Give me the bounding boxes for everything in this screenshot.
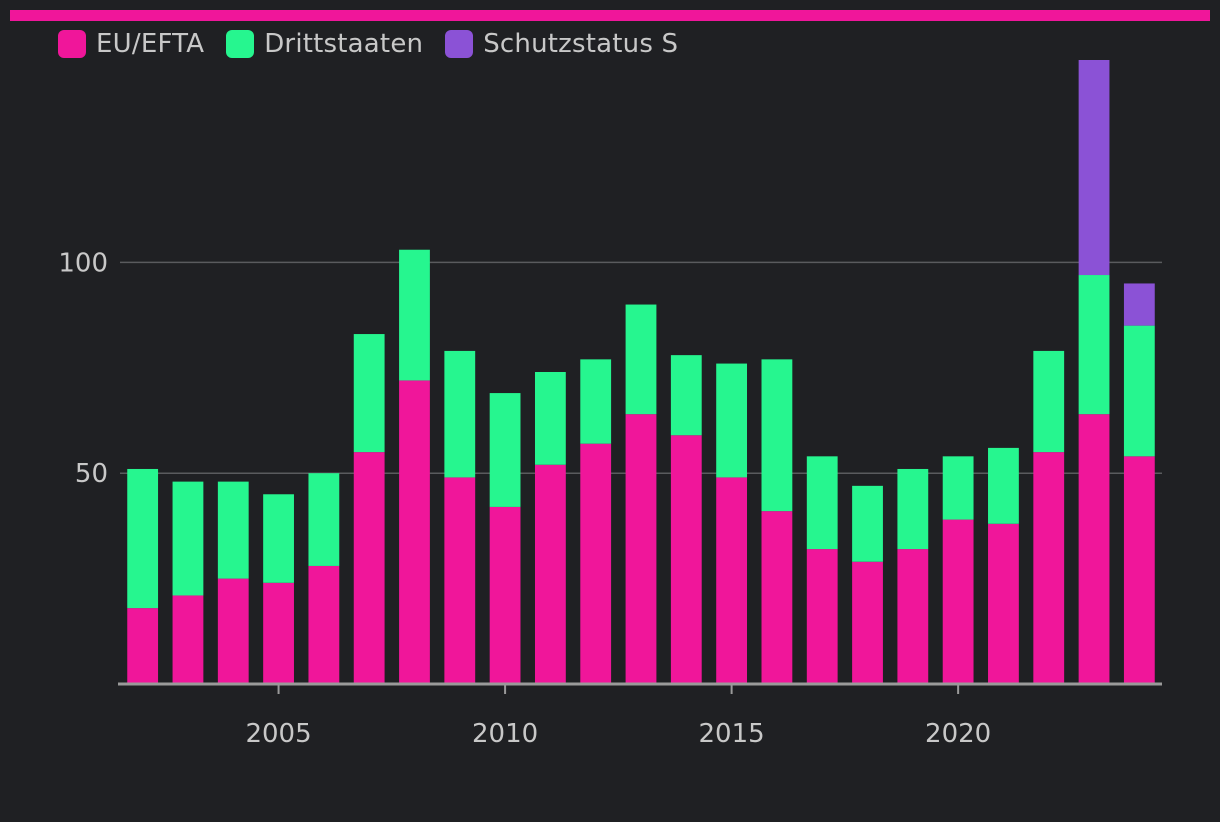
bar-eu-efta-2023 [1078,414,1110,684]
y-tick-label: 100 [58,248,108,278]
bar-eu-efta-2013 [625,414,657,684]
bar-drittstaaten-2009 [444,350,476,478]
bar-drittstaaten-2003 [172,481,204,596]
legend-item-drittstaaten[interactable]: Drittstaaten [226,29,423,59]
legend-swatch-eu-efta [58,30,86,58]
bar-drittstaaten-2024 [1123,325,1155,457]
bar-eu-efta-2024 [1123,456,1155,684]
y-tick-label: 50 [75,459,108,489]
bar-drittstaaten-2008 [399,249,430,381]
bar-drittstaaten-2020 [942,456,974,520]
bar-drittstaaten-2011 [534,372,566,465]
bar-eu-efta-2011 [534,464,566,684]
bar-drittstaaten-2013 [625,304,657,415]
bar-drittstaaten-2023 [1078,275,1110,415]
bar-eu-efta-2021 [988,523,1019,684]
bar-drittstaaten-2002 [127,468,159,609]
bar-eu-efta-2015 [716,477,748,684]
bar-eu-efta-2017 [806,549,838,684]
legend: EU/EFTA Drittstaaten Schutzstatus S [58,26,678,62]
bar-eu-efta-2006 [308,565,340,684]
bar-drittstaaten-2021 [988,447,1019,524]
legend-swatch-drittstaaten [226,30,255,58]
x-tick-label: 2005 [245,719,311,749]
bar-eu-efta-2010 [489,506,521,684]
legend-item-eu-efta[interactable]: EU/EFTA [58,29,204,59]
bar-eu-efta-2007 [353,452,385,684]
x-tick-label: 2020 [925,719,991,749]
bar-eu-efta-2004 [217,578,249,684]
bar-eu-efta-2014 [670,435,702,684]
bar-eu-efta-2005 [263,582,294,684]
legend-swatch-schutzstatus-s [445,30,474,58]
bar-eu-efta-2022 [1033,452,1065,684]
bar-drittstaaten-2006 [308,473,340,566]
x-tick-label: 2015 [699,719,765,749]
bar-eu-efta-2002 [127,608,159,684]
x-tick-label: 2010 [472,719,538,749]
bar-drittstaaten-2019 [897,468,929,550]
bar-eu-efta-2008 [399,380,430,684]
bar-drittstaaten-2007 [353,334,385,453]
bar-drittstaaten-2005 [263,494,294,583]
legend-label-drittstaaten: Drittstaaten [264,29,424,59]
bar-schutzstatus-s-2024 [1123,283,1155,326]
bar-drittstaaten-2010 [489,393,521,507]
legend-label-eu-efta: EU/EFTA [96,29,205,59]
bar-eu-efta-2019 [897,549,929,684]
bar-schutzstatus-s-2023 [1078,60,1110,276]
bar-eu-efta-2012 [580,443,612,684]
bar-drittstaaten-2012 [580,359,612,444]
bar-drittstaaten-2022 [1033,350,1065,453]
accent-bar [10,10,1210,21]
bar-drittstaaten-2018 [852,485,883,562]
bar-drittstaaten-2015 [716,363,748,478]
bar-eu-efta-2003 [172,595,204,684]
bar-eu-efta-2016 [761,511,793,684]
legend-label-schutzstatus-s: Schutzstatus S [483,29,679,59]
bar-eu-efta-2009 [444,477,476,684]
bar-eu-efta-2018 [852,561,883,684]
bar-drittstaaten-2004 [217,481,249,579]
bar-drittstaaten-2016 [761,359,793,512]
bar-drittstaaten-2014 [670,355,702,436]
legend-item-schutzstatus-s[interactable]: Schutzstatus S [445,29,678,59]
bar-drittstaaten-2017 [806,456,838,550]
bar-eu-efta-2020 [942,519,974,684]
